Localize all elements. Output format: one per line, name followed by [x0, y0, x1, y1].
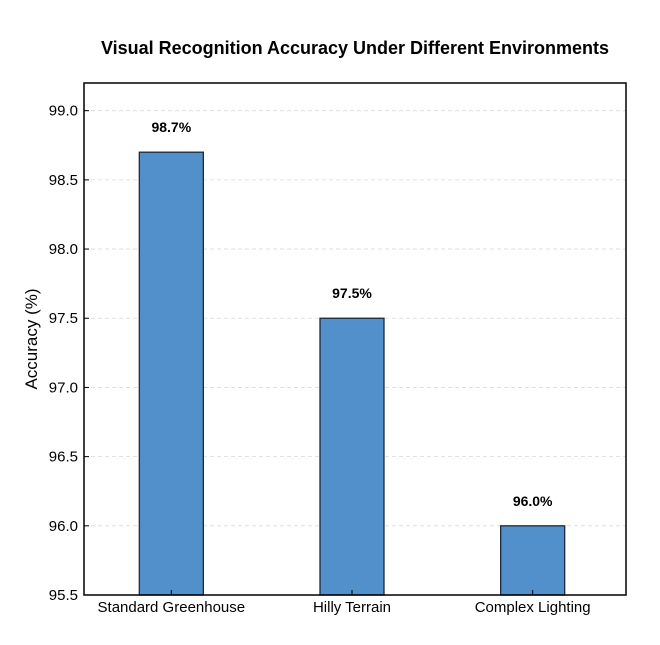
y-tick-label: 98.0 — [49, 241, 78, 258]
bar-data-label: 98.7% — [151, 119, 191, 135]
bar-data-label: 96.0% — [513, 493, 553, 509]
bar-data-label: 97.5% — [332, 285, 372, 301]
chart-title: Visual Recognition Accuracy Under Differ… — [101, 38, 609, 58]
bars — [138, 151, 566, 596]
y-tick-label: 96.5 — [49, 449, 78, 466]
y-tick-label: 96.0 — [49, 518, 78, 535]
plot-frame — [83, 82, 627, 596]
y-tick-label: 97.0 — [49, 379, 78, 396]
y-axis-ticks: 95.5 96.0 96.5 97.0 97.5 98.0 98.5 99.0 — [49, 103, 89, 604]
y-axis-label: Accuracy (%) — [22, 288, 41, 389]
bar — [138, 151, 204, 596]
data-labels: 98.7% 97.5% 96.0% — [151, 119, 553, 509]
y-tick-label: 97.5 — [49, 310, 78, 327]
x-tick-label: Standard Greenhouse — [98, 599, 246, 616]
y-tick-label: 95.5 — [49, 587, 78, 604]
y-tick-label: 98.5 — [49, 172, 78, 189]
x-tick-label: Hilly Terrain — [313, 599, 391, 616]
x-axis-ticks: Standard Greenhouse Hilly Terrain Complex … — [98, 590, 591, 616]
x-tick-label: Complex Lighting — [475, 599, 591, 616]
bar — [319, 317, 385, 596]
y-tick-label: 99.0 — [49, 103, 78, 120]
bar — [500, 525, 566, 596]
